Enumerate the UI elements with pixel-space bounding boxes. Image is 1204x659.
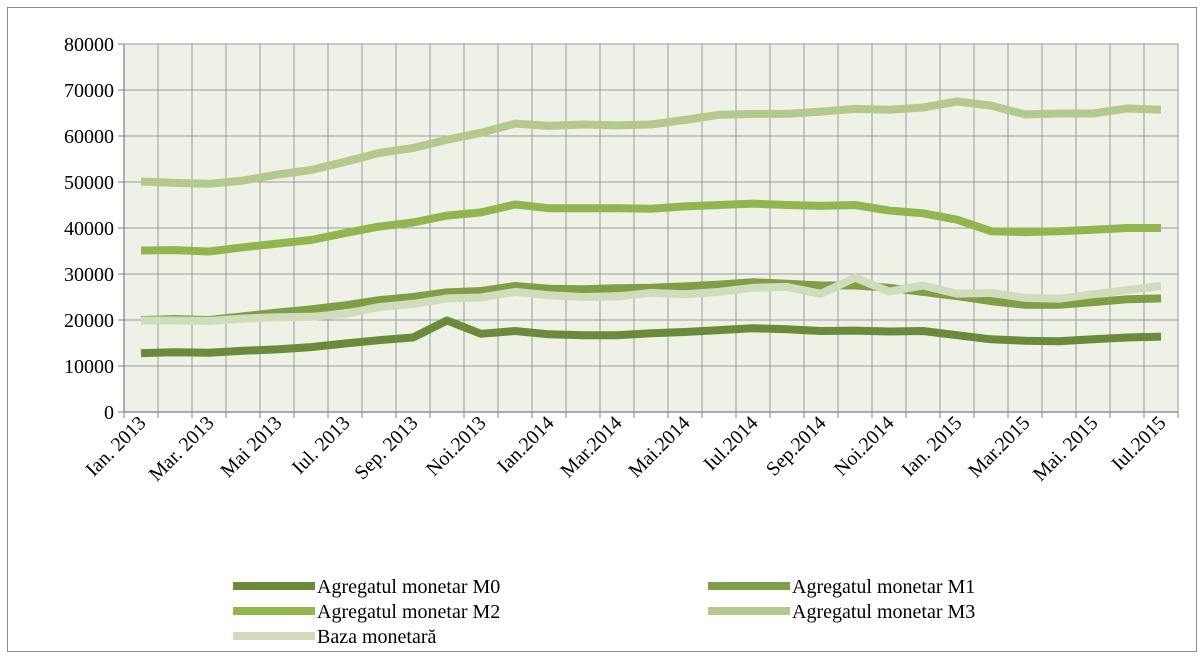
legend: Agregatul monetar M0 Agregatul monetar M1… — [233, 576, 975, 648]
x-tick-label: Iul.2014 — [699, 412, 762, 475]
x-tick-label: Iul.2015 — [1107, 412, 1170, 475]
x-tick-label: Sep.2014 — [762, 412, 831, 481]
x-tick-label: Mar.2014 — [556, 412, 626, 482]
y-tick-label: 20000 — [64, 310, 114, 332]
x-tick-label: Sep. 2013 — [350, 412, 422, 484]
x-tick-label: Mar.2015 — [964, 412, 1034, 482]
series-line-m3 — [140, 97, 1162, 188]
series-lines — [140, 97, 1162, 358]
x-tick-label: Mar. 2013 — [145, 412, 219, 486]
x-tick-label: Iul. 2013 — [288, 412, 355, 479]
x-tick-label: Noi.2014 — [830, 412, 899, 481]
series-line-m0 — [140, 316, 1162, 358]
legend-label: Agregatul monetar M0 — [317, 576, 500, 598]
series-line-m1 — [140, 278, 1162, 324]
y-tick-label: 30000 — [64, 264, 114, 286]
x-tick-label: Ian.2014 — [493, 412, 558, 477]
y-tick-label: 40000 — [64, 218, 114, 240]
y-tick-label: 60000 — [64, 126, 114, 148]
y-axis-ticks: 0 10000 20000 30000 40000 50000 60000 70000 8000… — [64, 34, 124, 424]
legend-label: Agregatul monetar M1 — [792, 576, 975, 598]
x-tick-label: Mai.2014 — [624, 412, 694, 482]
x-tick-label: Mai 2013 — [216, 412, 286, 482]
x-tick-label: Ian. 2015 — [898, 412, 967, 481]
chart-frame: 0 10000 20000 30000 40000 50000 60000 70000 8000… — [7, 7, 1197, 652]
legend-label: Baza monetară — [317, 626, 436, 648]
y-tick-label: 50000 — [64, 172, 114, 194]
series-line-m2 — [140, 199, 1161, 256]
x-tick-label: Noi.2013 — [422, 412, 491, 481]
legend-label: Agregatul monetar M2 — [317, 601, 500, 623]
x-tick-label: Mai. 2015 — [1029, 412, 1103, 486]
y-tick-label: 80000 — [64, 34, 114, 56]
legend-label: Agregatul monetar M3 — [792, 601, 975, 623]
line-chart: 0 10000 20000 30000 40000 50000 60000 70000 8000… — [64, 34, 1179, 648]
y-tick-label: 10000 — [64, 356, 114, 378]
x-tick-label: Ian. 2013 — [82, 412, 151, 481]
y-tick-label: 0 — [104, 402, 114, 424]
series-line-m4 — [141, 273, 1162, 325]
y-tick-label: 70000 — [64, 80, 114, 102]
